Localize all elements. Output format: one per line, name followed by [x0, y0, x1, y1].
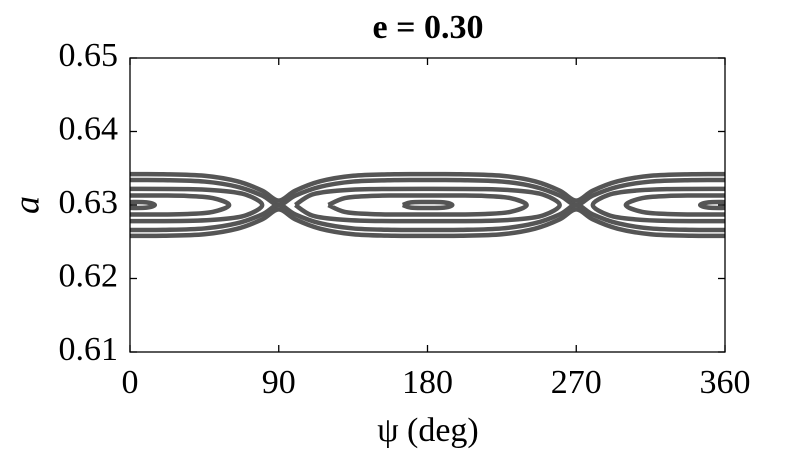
y-tick-label: 0.62: [59, 257, 119, 294]
contour-line: [129, 199, 158, 211]
y-tick-label: 0.64: [59, 110, 119, 147]
contour-line: [401, 199, 455, 211]
contour-line: [623, 193, 726, 217]
x-tick-label: 270: [551, 364, 602, 401]
y-tick-label: 0.63: [59, 184, 119, 221]
contour-line: [129, 193, 232, 217]
x-axis-label: ψ (deg): [377, 412, 479, 449]
y-tick-label: 0.61: [59, 331, 119, 368]
y-tick-label: 0.65: [59, 37, 119, 74]
contour-line: [294, 186, 562, 224]
chart-title: e = 0.30: [373, 9, 484, 46]
x-tick-label: 360: [700, 364, 751, 401]
contour-line: [129, 202, 726, 233]
plot-frame: [129, 57, 726, 353]
contour-line: [129, 171, 726, 203]
contour-line: [129, 177, 726, 208]
x-tick-label: 180: [402, 364, 453, 401]
y-axis-label: a: [6, 196, 46, 214]
x-tick-label: 90: [262, 364, 296, 401]
contour-line: [327, 193, 529, 217]
contour-line: [590, 186, 726, 224]
contour-line: [697, 199, 726, 211]
contour-line: [129, 207, 726, 239]
contour-line: [129, 186, 265, 224]
x-tick-label: 0: [122, 364, 139, 401]
